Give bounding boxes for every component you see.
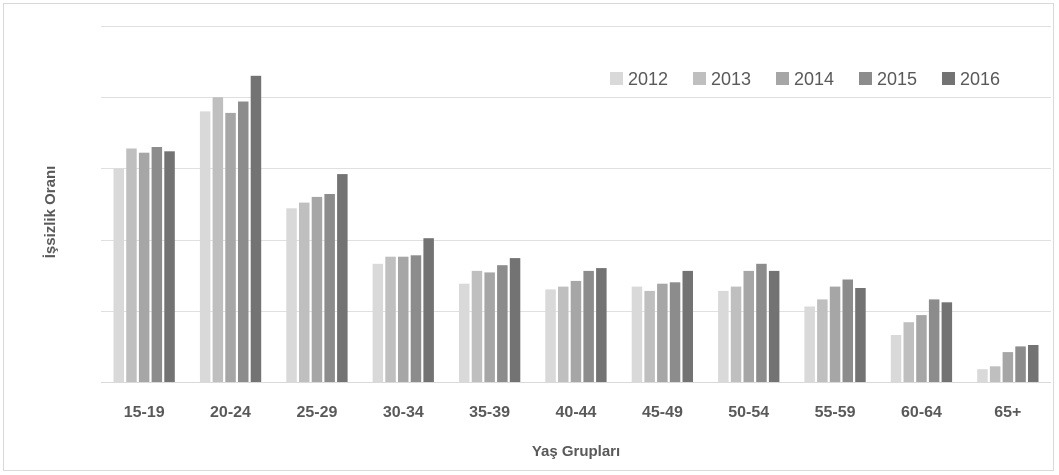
bar-2016-45-49 (682, 270, 693, 382)
bar-2013-40-44 (558, 286, 569, 382)
bar-2013-65+ (989, 366, 1001, 382)
legend-label-2014: 2014 (794, 69, 834, 89)
bar-2014-55-59 (829, 286, 841, 382)
bar-2015-15-19 (151, 147, 163, 382)
bar-2016-50-54 (768, 270, 780, 382)
legend-swatch-2014 (776, 72, 789, 85)
bar-2013-15-19 (126, 148, 137, 382)
bar-2012-25-29 (286, 208, 297, 382)
bar-2013-60-64 (903, 322, 914, 382)
x-tick-label: 45-49 (642, 404, 683, 421)
bar-2015-35-39 (497, 265, 508, 382)
bar-2014-25-29 (311, 196, 323, 382)
bar-2013-50-54 (730, 286, 742, 382)
x-tick-label: 55-59 (815, 404, 856, 421)
y-axis-title: İşsizlik Oranı (42, 166, 59, 259)
bar-2016-55-59 (855, 288, 866, 382)
bar-2016-35-39 (509, 258, 521, 382)
bar-2015-65+ (1015, 346, 1026, 382)
bar-2014-35-39 (484, 272, 495, 382)
bar-2016-20-24 (250, 75, 262, 383)
bar-2014-30-34 (398, 256, 409, 382)
bar-2014-50-54 (743, 270, 754, 382)
bar-2012-20-24 (199, 111, 211, 383)
bar-2016-30-34 (423, 238, 434, 382)
legend-label-2016: 2016 (960, 69, 1000, 89)
bar-2014-65+ (1002, 352, 1014, 382)
chart-frame: 15-19 20-24 25-29 30-34 35-39 40-44 45-49 50-54… (3, 3, 1054, 471)
bar-2013-30-34 (385, 256, 396, 382)
bar-2012-50-54 (718, 290, 729, 382)
bar-2014-60-64 (916, 315, 927, 382)
bar-2013-55-59 (817, 299, 828, 382)
legend-label-2012: 2012 (628, 69, 668, 89)
bar-2016-25-29 (337, 174, 348, 382)
bar-2015-40-44 (583, 270, 594, 382)
legend-swatch-2016 (942, 72, 955, 85)
bar-2014-20-24 (225, 112, 236, 383)
bar-2012-60-64 (890, 335, 902, 382)
bar-2015-25-29 (324, 194, 335, 382)
bar-2014-45-49 (657, 283, 668, 382)
legend-swatch-2013 (693, 72, 706, 85)
bar-2013-45-49 (644, 290, 655, 382)
bar-2013-20-24 (212, 97, 224, 382)
x-tick-label: 15-19 (124, 404, 165, 421)
legend: 2012 2013 2014 2015 2016 (610, 69, 1000, 89)
bar-2015-45-49 (669, 282, 681, 382)
bar-2012-40-44 (545, 289, 556, 382)
bar-2016-65+ (1028, 345, 1039, 382)
bar-2016-60-64 (941, 302, 953, 382)
legend-swatch-2015 (859, 72, 872, 85)
bar-2012-30-34 (372, 263, 384, 382)
bar-2012-65+ (977, 369, 988, 382)
bar-2014-15-19 (138, 152, 150, 382)
bar-2015-55-59 (842, 279, 853, 382)
bar-2015-60-64 (928, 299, 940, 382)
bars (113, 75, 1039, 383)
x-tick-label: 50-54 (728, 404, 769, 421)
x-axis-title: Yaş Grupları (532, 443, 620, 460)
x-tick-label: 65+ (994, 404, 1021, 421)
bar-2012-55-59 (804, 306, 815, 382)
bar-2014-40-44 (570, 280, 582, 382)
bar-2015-30-34 (410, 255, 422, 382)
bar-2015-50-54 (756, 263, 767, 382)
bar-2016-15-19 (164, 151, 175, 382)
bar-2013-25-29 (299, 202, 310, 382)
x-tick-label: 25-29 (296, 404, 337, 421)
legend-label-2013: 2013 (711, 69, 751, 89)
legend-swatch-2012 (610, 72, 623, 85)
bar-2012-35-39 (459, 283, 470, 382)
chart-svg: 15-19 20-24 25-29 30-34 35-39 40-44 45-49 50-54… (42, 26, 1051, 460)
x-tick-label: 60-64 (901, 404, 942, 421)
x-tick-label: 20-24 (210, 404, 251, 421)
bar-2012-45-49 (631, 286, 643, 382)
bar-2012-15-19 (113, 168, 124, 382)
bar-2016-40-44 (596, 268, 607, 382)
x-tick-label: 40-44 (556, 404, 597, 421)
legend-label-2015: 2015 (877, 69, 917, 89)
x-tick-label: 30-34 (383, 404, 424, 421)
bar-2015-20-24 (238, 101, 249, 382)
x-tick-label: 35-39 (469, 404, 510, 421)
x-tick-labels: 15-19 20-24 25-29 30-34 35-39 40-44 45-49 50-54… (124, 404, 1022, 421)
bar-2013-35-39 (471, 270, 483, 382)
